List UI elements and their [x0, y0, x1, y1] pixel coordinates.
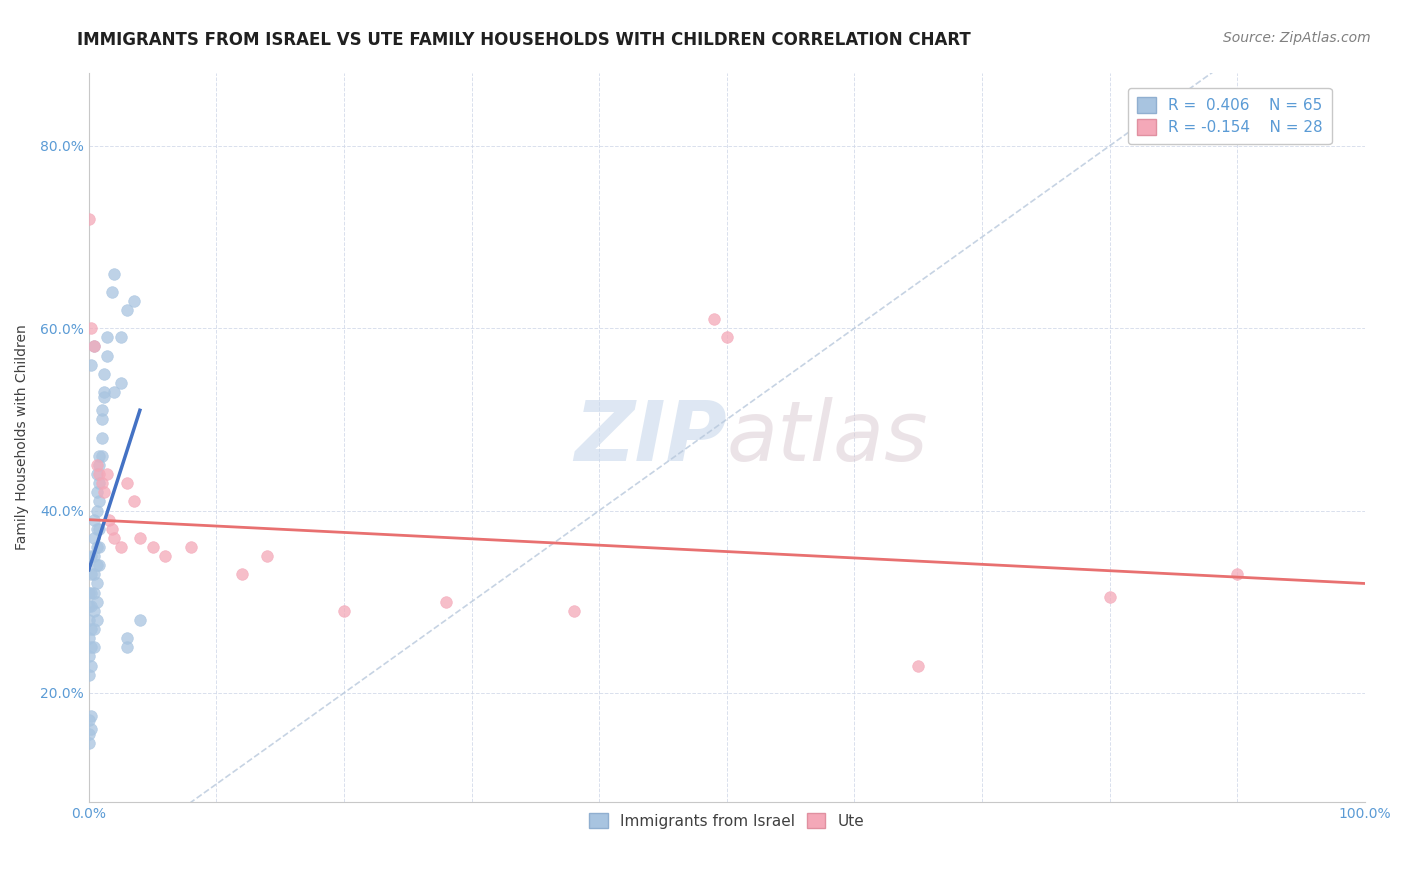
Point: [128, 531, 150, 545]
Point: [77, 667, 100, 681]
Point: [96, 330, 118, 344]
Legend: Immigrants from Israel, Ute: Immigrants from Israel, Ute: [583, 806, 870, 835]
Point: [87, 467, 110, 481]
Point: [180, 540, 202, 554]
Point: [77, 727, 100, 741]
Point: [90, 476, 112, 491]
Point: [87, 476, 110, 491]
Point: [86, 503, 108, 517]
Text: atlas: atlas: [727, 397, 928, 478]
Point: [83, 339, 105, 353]
Point: [90, 403, 112, 417]
Point: [434, 595, 457, 609]
Point: [87, 522, 110, 536]
Point: [77, 736, 100, 750]
Point: [115, 303, 138, 318]
Point: [96, 467, 118, 481]
Point: [83, 567, 105, 582]
Point: [86, 540, 108, 554]
Point: [80, 622, 103, 636]
Point: [83, 604, 105, 618]
Point: [83, 622, 105, 636]
Point: [115, 631, 138, 645]
Point: [101, 285, 124, 299]
Point: [96, 349, 118, 363]
Point: [77, 713, 100, 727]
Point: [93, 367, 115, 381]
Point: [86, 467, 108, 481]
Point: [101, 522, 124, 536]
Point: [80, 549, 103, 563]
Point: [87, 558, 110, 573]
Point: [122, 293, 145, 308]
Point: [93, 390, 115, 404]
Point: [80, 708, 103, 723]
Point: [77, 211, 100, 226]
Point: [86, 485, 108, 500]
Text: Source: ZipAtlas.com: Source: ZipAtlas.com: [1223, 31, 1371, 45]
Point: [77, 599, 100, 614]
Point: [716, 330, 738, 344]
Point: [90, 449, 112, 463]
Point: [103, 531, 125, 545]
Point: [90, 412, 112, 426]
Point: [87, 540, 110, 554]
Point: [87, 494, 110, 508]
Point: [128, 613, 150, 627]
Point: [1098, 590, 1121, 604]
Point: [83, 531, 105, 545]
Point: [86, 595, 108, 609]
Point: [256, 549, 278, 563]
Point: [907, 658, 929, 673]
Point: [103, 385, 125, 400]
Point: [110, 376, 132, 390]
Point: [98, 513, 121, 527]
Point: [93, 485, 115, 500]
Point: [86, 576, 108, 591]
Point: [703, 312, 725, 326]
Point: [87, 458, 110, 472]
Point: [83, 640, 105, 655]
Point: [87, 449, 110, 463]
Point: [77, 585, 100, 599]
Point: [80, 567, 103, 582]
Point: [80, 321, 103, 335]
Point: [231, 567, 253, 582]
Point: [80, 358, 103, 372]
Point: [115, 640, 138, 655]
Point: [115, 476, 138, 491]
Point: [122, 494, 145, 508]
Point: [142, 540, 165, 554]
Point: [80, 658, 103, 673]
Point: [86, 522, 108, 536]
Text: IMMIGRANTS FROM ISRAEL VS UTE FAMILY HOUSEHOLDS WITH CHILDREN CORRELATION CHART: IMMIGRANTS FROM ISRAEL VS UTE FAMILY HOU…: [77, 31, 972, 49]
Point: [86, 558, 108, 573]
Point: [83, 549, 105, 563]
Point: [83, 513, 105, 527]
Y-axis label: Family Households with Children: Family Households with Children: [15, 325, 30, 550]
Point: [80, 723, 103, 737]
Point: [155, 549, 177, 563]
Point: [110, 540, 132, 554]
Point: [83, 585, 105, 599]
Point: [333, 604, 356, 618]
Point: [86, 458, 108, 472]
Point: [86, 613, 108, 627]
Point: [77, 613, 100, 627]
Point: [80, 599, 103, 614]
Point: [77, 631, 100, 645]
Point: [90, 431, 112, 445]
Text: ZIP: ZIP: [574, 397, 727, 478]
Point: [1226, 567, 1249, 582]
Point: [110, 330, 132, 344]
Point: [80, 585, 103, 599]
Point: [80, 640, 103, 655]
Point: [83, 339, 105, 353]
Point: [93, 385, 115, 400]
Point: [103, 267, 125, 281]
Point: [77, 649, 100, 664]
Point: [562, 604, 585, 618]
